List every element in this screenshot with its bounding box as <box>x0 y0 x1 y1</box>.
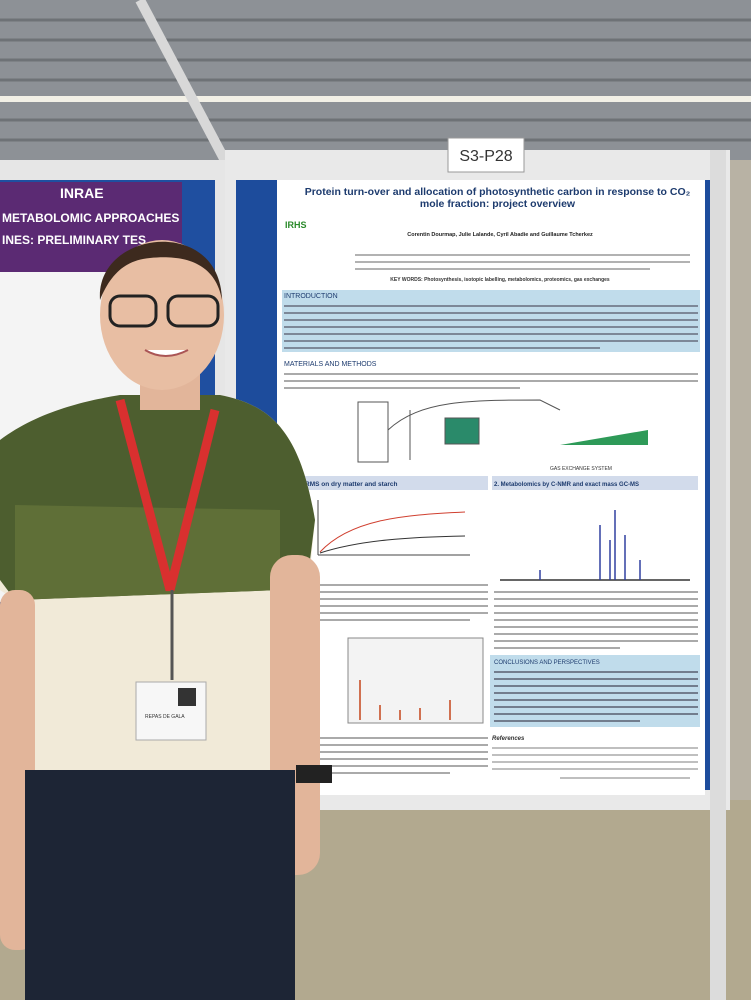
ceiling-slats <box>0 18 751 142</box>
conclusion-panel <box>490 655 700 727</box>
affiliation-lines <box>355 254 690 270</box>
poster-keywords: KEY WORDS: Photosynthesis, isotopic labe… <box>390 277 610 283</box>
section-heading: 2. Metabolomics by C-NMR and exact mass … <box>494 482 639 488</box>
left-title: METABOLOMIC APPROACHES <box>2 211 179 225</box>
section-bar <box>290 476 488 490</box>
poster-title-box: Protein turn-over and allocation of phot… <box>304 186 691 210</box>
intro-panel <box>282 290 700 352</box>
frame-post <box>710 150 726 1000</box>
board-label: S3-P28 <box>459 148 512 165</box>
metabolomics-text <box>494 591 698 649</box>
proteomics-text <box>292 737 488 774</box>
conclusion-text <box>494 671 698 722</box>
intro-text <box>284 305 698 349</box>
poster-title: Protein turn-over and allocation of phot… <box>304 186 691 210</box>
figure-caption: GAS EXCHANGE SYSTEM <box>550 466 612 472</box>
left-logo: INRAE <box>60 185 104 201</box>
left-title: INES: PRELIMINARY TES <box>2 233 146 247</box>
proteomics-bars <box>359 680 451 720</box>
proteomics-plot <box>347 637 484 724</box>
co2-ramp <box>560 430 648 445</box>
section-heading: MATERIALS AND METHODS <box>284 361 377 368</box>
section-heading: EA-IRMS on dry matter and starch <box>292 481 397 488</box>
gas-exchange-figure <box>357 399 561 463</box>
light-strip <box>0 96 751 102</box>
person <box>0 240 332 1000</box>
section-heading: CONCLUSIONS AND PERSPECTIVES <box>494 660 600 666</box>
board-label-card <box>447 137 525 173</box>
section-heading: INTRODUCTION <box>284 293 338 300</box>
irms-text <box>292 584 488 621</box>
badge-qr <box>178 688 196 706</box>
badge-text: REPAS DE GALA <box>145 714 185 720</box>
nmr-spectrum <box>500 510 690 581</box>
frame-pole <box>135 0 235 173</box>
logo-irhs: IRHS <box>285 220 307 230</box>
poster-authors: Corentin Dourmap, Julie Lalande, Cyril A… <box>407 232 593 238</box>
section-bar <box>492 476 698 490</box>
irms-plot <box>317 500 470 556</box>
methods-text <box>284 373 698 389</box>
section-heading: References <box>492 736 525 742</box>
references-text <box>492 747 698 779</box>
